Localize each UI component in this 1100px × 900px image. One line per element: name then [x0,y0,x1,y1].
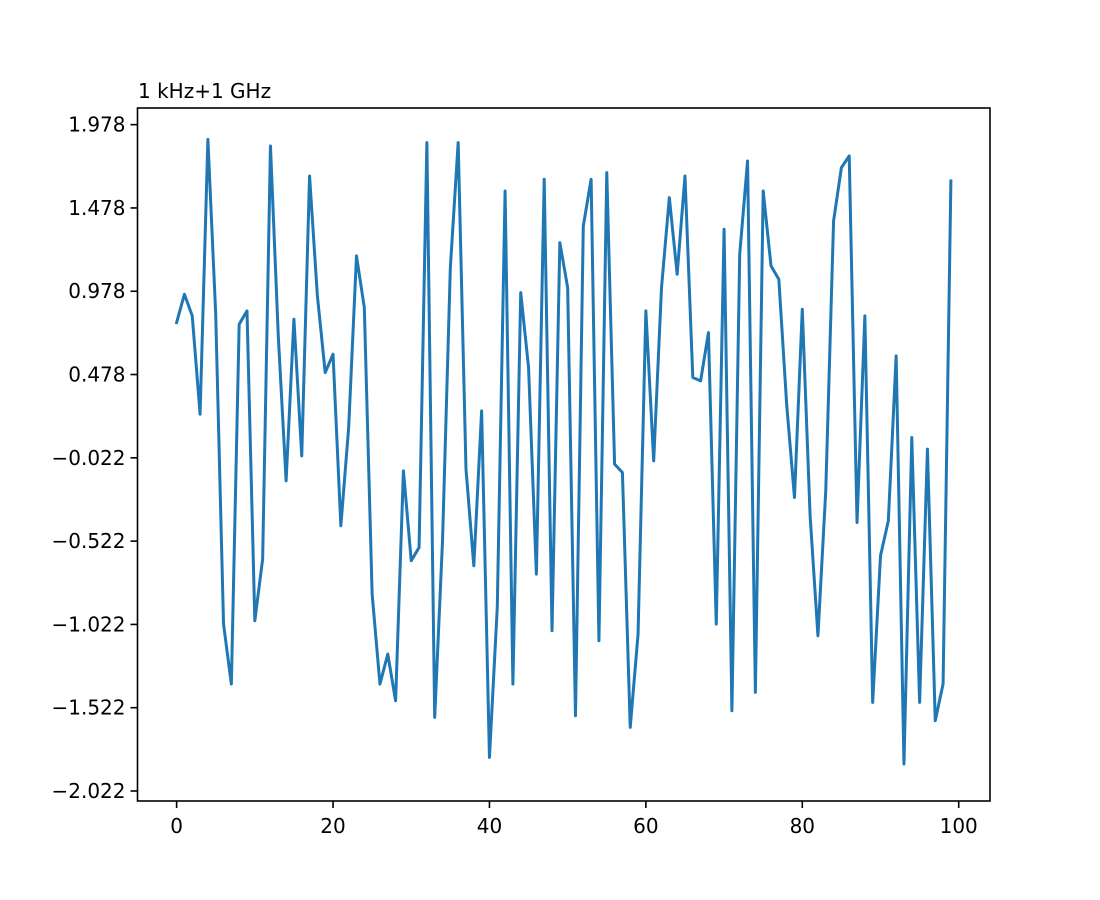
y-tick-label: −0.022 [51,446,125,470]
y-offset-label: 1 kHz+1 GHz [138,79,271,103]
y-tick-label: 1.478 [68,196,125,220]
x-tick-label: 100 [940,814,978,838]
y-tick-label: −1.022 [51,612,125,636]
x-tick-label: 20 [320,814,345,838]
y-tick-label: 0.978 [68,279,125,303]
y-axis: −2.022 −1.522 −1.022 −0.522 −0.022 0.478 0.978… [51,113,138,803]
y-tick-label: 1.978 [68,113,125,137]
series-line-0 [174,137,953,766]
y-tick-label: 0.478 [68,363,125,387]
x-tick-label: 60 [633,814,658,838]
x-tick-label: 80 [790,814,815,838]
x-tick-label: 40 [477,814,502,838]
y-tick-label: −0.522 [51,529,125,553]
y-tick-label: −1.522 [51,696,125,720]
x-axis: 0 20 40 60 80 100 [170,801,978,838]
axes-frame [136,107,991,802]
y-tick-label: −2.022 [51,779,125,803]
plot-area [174,137,953,766]
x-tick-label: 0 [170,814,183,838]
